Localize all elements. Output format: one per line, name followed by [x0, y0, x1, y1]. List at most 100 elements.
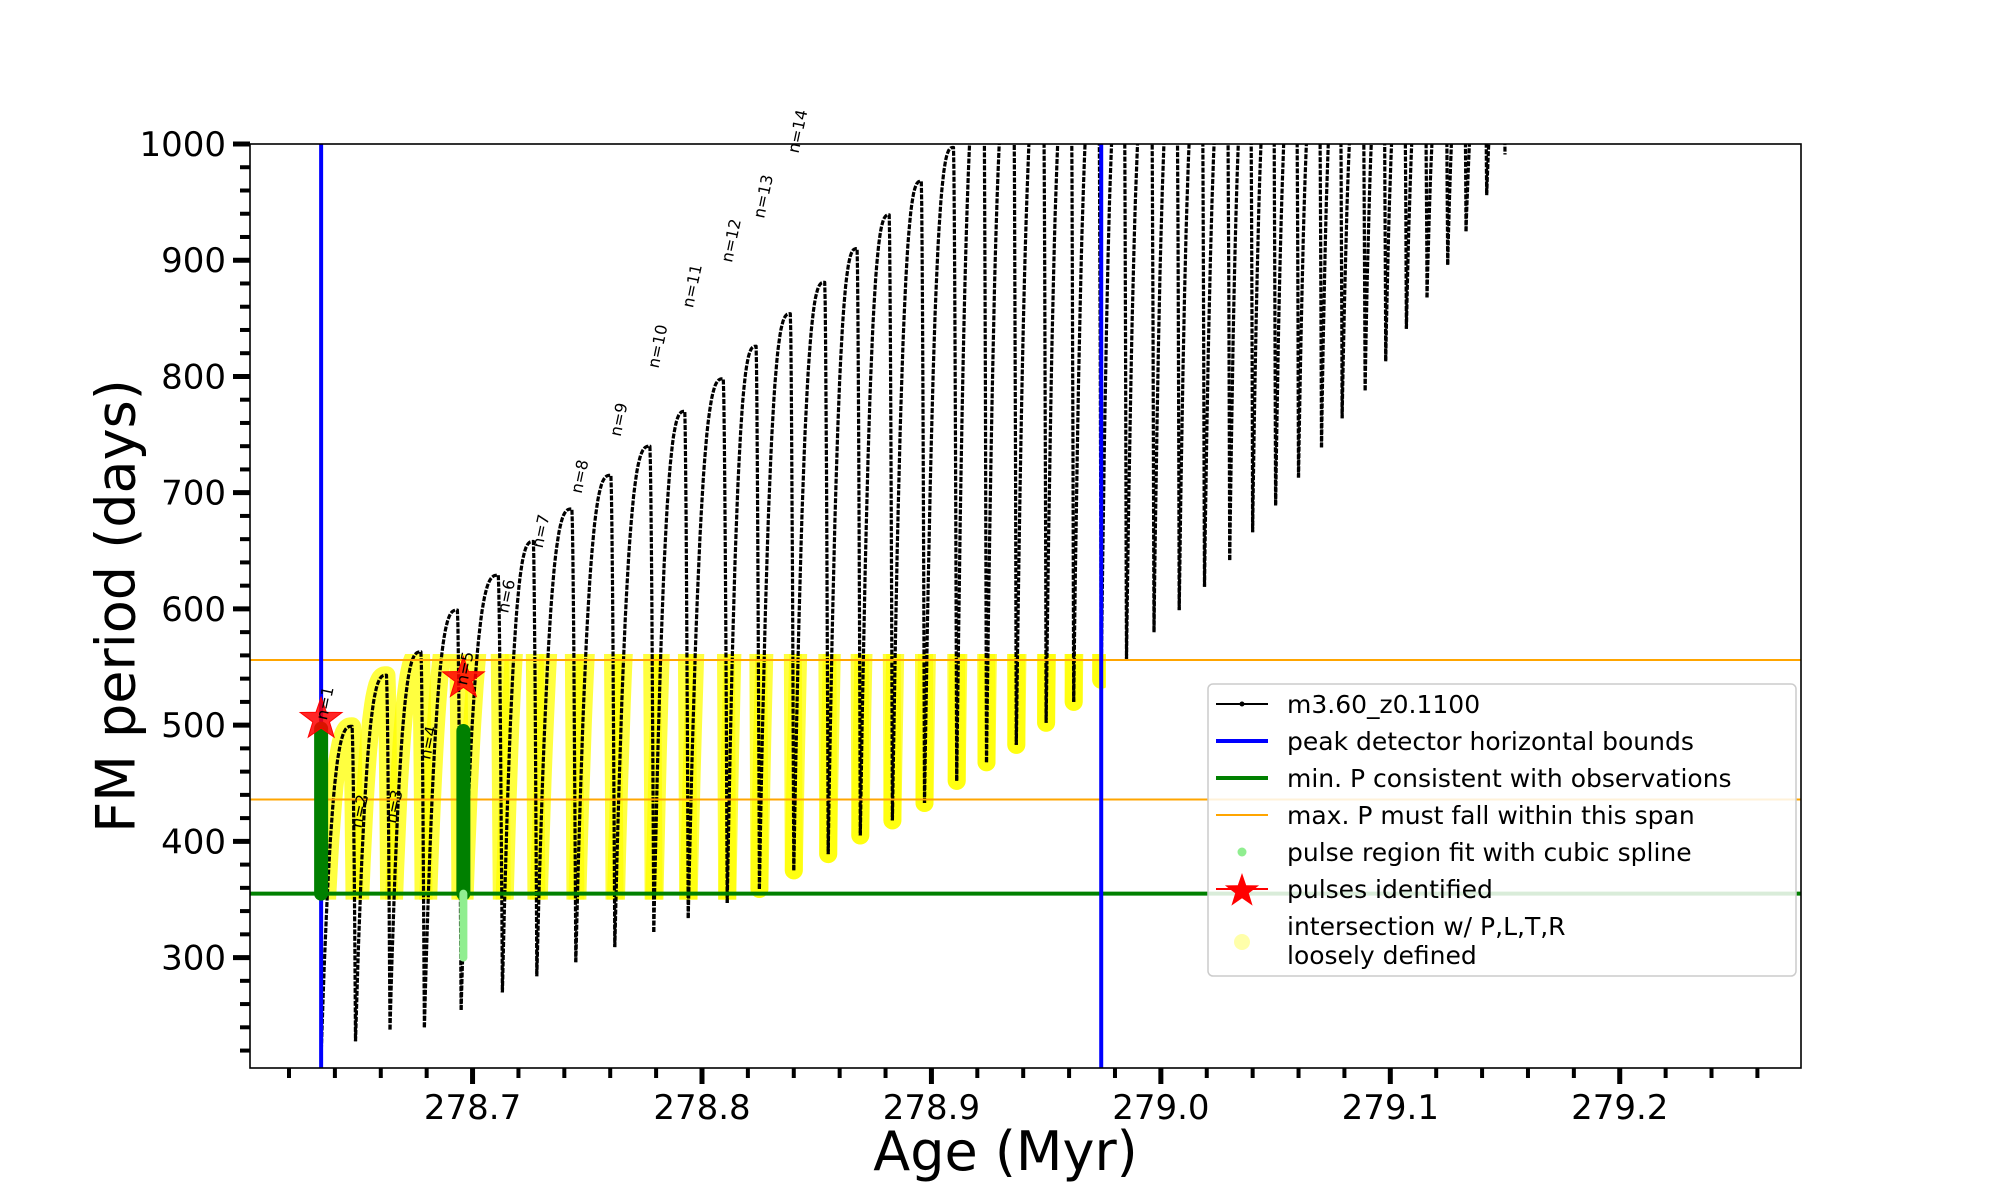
legend-label: peak detector horizontal bounds	[1287, 727, 1694, 756]
intersection-segment	[1466, 39, 1487, 231]
pulse-label: n=12	[717, 217, 745, 264]
pulse-segment	[1319, 144, 1344, 448]
pulse-label: n=8	[567, 458, 593, 495]
pulse-segment	[1152, 144, 1181, 633]
y-tick-label: 1000	[139, 125, 226, 165]
pulse-label: n=14	[784, 108, 812, 155]
legend-dot-icon	[1239, 701, 1245, 707]
pulse-segment	[1425, 144, 1450, 298]
y-tick-label: 900	[161, 241, 226, 281]
legend-entry: pulse region fit with cubic spline	[1237, 838, 1692, 867]
pulse-segment	[1296, 144, 1324, 478]
legend-label: loosely defined	[1287, 941, 1477, 970]
pulse-label: n=11	[678, 262, 706, 309]
legend-label: pulse region fit with cubic spline	[1287, 838, 1692, 867]
pulse-segment	[1124, 144, 1156, 659]
pulse-segment	[353, 673, 392, 1042]
intersection-segment	[529, 654, 585, 900]
legend-entry: pulses identified	[1216, 873, 1493, 906]
pulse-segment	[1014, 144, 1048, 745]
pulse-segment	[652, 409, 690, 933]
plot-area	[250, 39, 1801, 1068]
legend-dot-icon	[1237, 847, 1247, 857]
pulse-segment	[500, 539, 539, 993]
pulse-segment	[574, 473, 617, 963]
x-tick-label: 279.0	[1112, 1088, 1209, 1128]
pulse-segment	[1485, 144, 1507, 196]
pulse-star	[441, 655, 486, 698]
legend-circle-icon	[1234, 934, 1250, 950]
y-tick-label: 800	[161, 357, 226, 397]
pulse-segment	[613, 444, 656, 948]
pulse-segment	[1044, 144, 1076, 723]
legend-entry: m3.60_z0.1100	[1216, 690, 1480, 719]
legend-box	[1207, 683, 1797, 977]
pulse-segment	[1464, 144, 1489, 232]
pulse-segment	[1099, 144, 1129, 680]
pulse-region-layer	[314, 721, 471, 962]
pulse-segment	[955, 144, 989, 781]
pulse-segment	[1404, 144, 1429, 329]
pulse-segment	[686, 377, 729, 919]
y-tick-label: 600	[161, 590, 226, 630]
pulse-segment	[792, 280, 830, 871]
pulse-segment	[1274, 144, 1301, 506]
pulse-star	[298, 695, 344, 739]
pulse-segment	[1384, 144, 1408, 362]
pulse-segment	[422, 608, 463, 1028]
pulse-segment	[1251, 144, 1278, 533]
y-tick-label: 500	[161, 706, 226, 746]
legend-star-icon	[1224, 873, 1260, 906]
pulse-segment	[388, 650, 426, 1030]
pulse-segment	[1202, 144, 1232, 587]
intersection-segment	[1487, 39, 1505, 195]
y-tick-label: 700	[161, 474, 226, 514]
x-tick-label: 278.7	[424, 1088, 521, 1128]
pulse-segment	[1446, 144, 1468, 265]
intersection-segment	[1253, 39, 1276, 532]
legend-label: pulses identified	[1287, 875, 1493, 904]
pulse-segment	[984, 144, 1018, 763]
x-tick-label: 279.2	[1571, 1088, 1668, 1128]
legend-label: m3.60_z0.1100	[1287, 690, 1480, 719]
pulse-segment	[725, 344, 761, 904]
legend-entry: peak detector horizontal bounds	[1216, 727, 1694, 756]
pulse-segment	[319, 724, 358, 1057]
legend-entry: max. P must fall within this span	[1216, 801, 1695, 830]
pulse-segment	[826, 247, 862, 855]
pulses-identified-layer	[298, 655, 486, 739]
legend-label: min. P consistent with observations	[1287, 764, 1732, 793]
pulse-segment	[890, 179, 927, 821]
intersection-segment	[1064, 654, 1106, 711]
intersection-segment	[1427, 39, 1448, 297]
pulse-segment	[1363, 144, 1388, 391]
y-axis-title: FM period (days)	[85, 379, 148, 833]
legend-label: intersection w/ P,L,T,R	[1287, 912, 1566, 941]
pulse-segment	[535, 507, 578, 977]
pulse-segment	[858, 213, 894, 836]
x-axis-title: Age (Myr)	[873, 1120, 1138, 1183]
x-tick-label: 278.8	[653, 1088, 750, 1128]
pulse-segment	[1228, 144, 1255, 561]
y-tick-label: 300	[161, 939, 226, 979]
legend-label: max. P must fall within this span	[1287, 801, 1695, 830]
intersection-segment	[1179, 39, 1204, 610]
pulse-label: n=13	[749, 173, 777, 220]
pulse-label: n=10	[644, 323, 672, 370]
model-curve-layer	[319, 144, 1507, 1057]
pulse-label: n=7	[528, 513, 554, 550]
intersection-segment	[1276, 39, 1299, 505]
pulse-segment	[922, 145, 959, 804]
pulse-label: n=9	[606, 401, 632, 438]
x-tick-label: 278.9	[883, 1088, 980, 1128]
y-tick-label: 400	[161, 822, 226, 862]
pulse-segment	[1340, 144, 1367, 419]
x-tick-label: 279.1	[1342, 1088, 1439, 1128]
axis-ticks: 278.7 278.8 278.9 279.0 279.1 279.2 300 400 500 6…	[139, 125, 1760, 1128]
pulse-segment	[1177, 144, 1207, 611]
pulse-segment	[757, 312, 796, 890]
legend-entry: min. P consistent with observations	[1216, 764, 1732, 793]
